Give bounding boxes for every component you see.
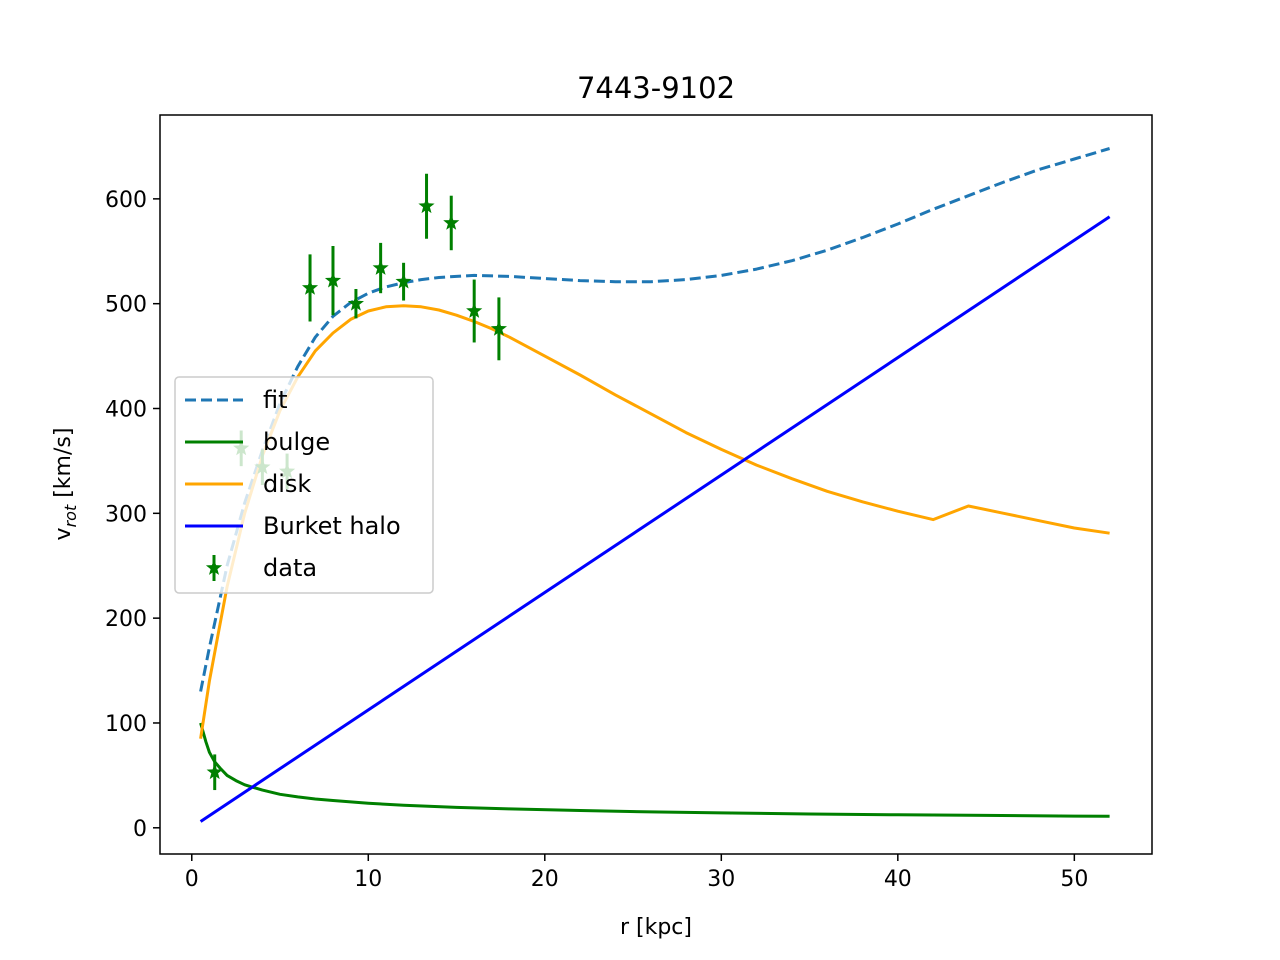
x-axis-label: r [kpc] [620, 915, 692, 940]
x-tick-label: 40 [884, 867, 912, 892]
data-point [466, 302, 483, 318]
legend-label: data [263, 554, 317, 582]
data-point [347, 295, 364, 311]
legend-box [174, 376, 434, 594]
x-tick-label: 20 [531, 867, 559, 892]
plot-frame [159, 114, 1153, 855]
data-point [418, 197, 435, 214]
chart-title: 7443-9102 [577, 71, 735, 105]
y-tick-label: 500 [105, 293, 147, 318]
data-point [324, 272, 342, 288]
data-point [372, 259, 389, 275]
data-point [206, 763, 223, 780]
data-point [302, 279, 319, 295]
legend-label: Burket halo [263, 512, 401, 540]
y-tick-label: 200 [105, 607, 147, 632]
x-tick-label: 0 [185, 867, 199, 892]
series-bulge-line [199, 722, 1110, 818]
legend-label: disk [263, 470, 311, 498]
legend-label: fit [263, 386, 288, 414]
data-point [490, 320, 507, 336]
x-tick-label: 10 [354, 867, 382, 892]
y-tick-label: 400 [105, 398, 147, 423]
x-tick-label: 30 [707, 867, 735, 892]
y-tick-label: 600 [105, 188, 147, 213]
y-tick-label: 100 [105, 712, 147, 737]
legend: fit bulge disk Burket halo data [174, 376, 434, 594]
legend-label: bulge [263, 428, 330, 456]
data-point [443, 214, 460, 230]
x-tick-label: 50 [1060, 867, 1088, 892]
y-axis-label-unit: [km/s] [51, 428, 76, 505]
data-point [395, 273, 412, 289]
y-axis-label: vrot [km/s] [51, 428, 80, 541]
y-tick-label: 0 [133, 817, 147, 842]
legend-swatch-data-star [205, 559, 223, 575]
series-burket-halo-line [199, 215, 1111, 823]
y-axis-label-main: v [51, 527, 76, 540]
y-axis-label-sub: rot [61, 504, 80, 527]
y-tick-label: 300 [105, 502, 147, 527]
